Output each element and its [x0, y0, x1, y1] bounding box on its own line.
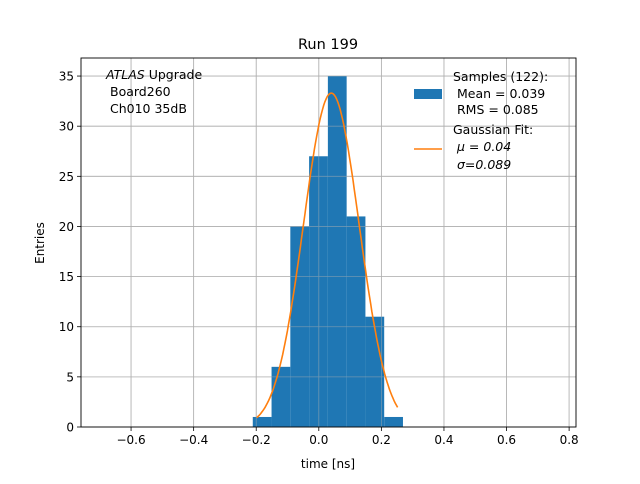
x-tick-label: −0.2 [242, 433, 271, 447]
legend-rms: RMS = 0.085 [457, 102, 539, 117]
y-tick-label: 20 [59, 220, 74, 234]
x-tick-label: 0.6 [497, 433, 516, 447]
grid-overlay [81, 58, 576, 428]
chart-title: Run 199 [298, 37, 358, 53]
legend-sigma: σ=0.089 [457, 157, 511, 172]
y-tick-label: 30 [59, 120, 74, 134]
annotation-atlas: ATLAS [105, 67, 145, 82]
x-tick-label: 0.4 [434, 433, 453, 447]
x-tick-label: 0.0 [309, 433, 328, 447]
legend-samples: Samples (122): [453, 69, 548, 84]
histogram-bar [271, 366, 291, 427]
histogram-bar [252, 416, 272, 427]
x-tick-label: 0.8 [560, 433, 579, 447]
y-tick-label: 5 [66, 370, 74, 384]
legend-mu: μ = 0.04 [456, 139, 511, 154]
y-tick-label: 35 [59, 70, 74, 84]
y-axis-label: Entries [33, 222, 47, 264]
annotation-upgrade: Upgrade [145, 67, 203, 82]
histogram-bar [346, 216, 366, 427]
legend-mean: Mean = 0.039 [457, 86, 545, 101]
legend: Samples (122): Mean = 0.039 RMS = 0.085 … [414, 69, 548, 172]
legend-fit-title: Gaussian Fit: [453, 122, 533, 137]
x-tick-label: 0.2 [372, 433, 391, 447]
histogram-bars [252, 76, 403, 428]
histogram-bar [327, 76, 347, 427]
x-tick-label: −0.4 [179, 433, 208, 447]
x-axis-label: time [ns] [301, 457, 355, 471]
axis-ticks: −0.6 −0.4 −0.2 0.0 0.2 0.4 0.6 0.8 0 5 10 15 20 25 30 3… [59, 70, 579, 447]
annotation-line-1: ATLAS Upgrade [105, 67, 202, 82]
y-tick-label: 10 [59, 320, 74, 334]
gaussian-fit-line [256, 92, 399, 419]
histogram-bar [384, 416, 403, 427]
y-tick-label: 0 [66, 421, 74, 435]
y-tick-label: 15 [59, 270, 74, 284]
x-tick-label: −0.6 [116, 433, 145, 447]
y-tick-label: 25 [59, 170, 74, 184]
histogram-bar [365, 316, 385, 427]
legend-hist-patch [414, 89, 442, 99]
annotation-board: Board260 [110, 84, 171, 99]
axes-frame [80, 57, 577, 428]
annotation-channel: Ch010 35dB [110, 101, 187, 116]
atlas-annotation: ATLAS Upgrade Board260 Ch010 35dB [105, 67, 202, 116]
